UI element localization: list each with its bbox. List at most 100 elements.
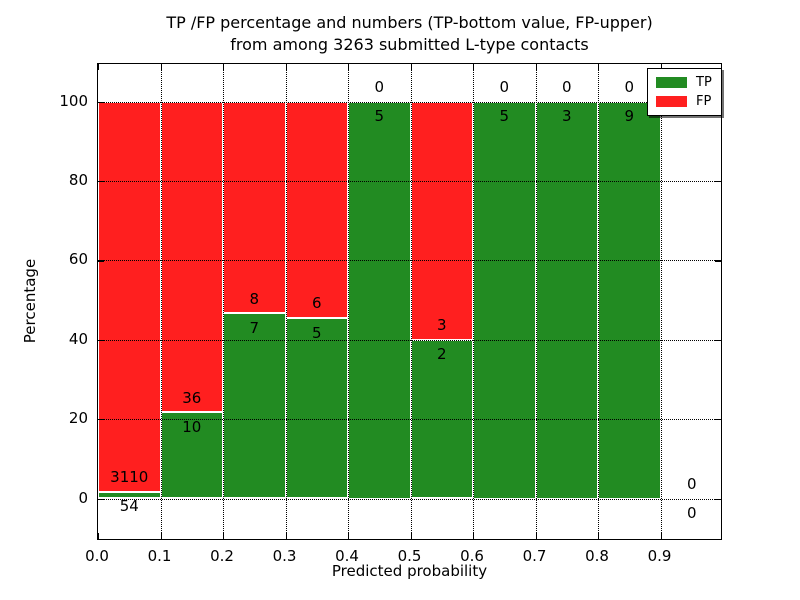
x-tick-mark [410,533,412,539]
tp-count-label: 54 [119,497,139,516]
y-tick-mark-right [715,419,721,421]
fp-bar-segment [410,101,473,340]
x-tick-mark [98,533,100,539]
x-tick-mark [348,533,350,539]
x-tick-mark-top [473,64,475,70]
y-axis-label: Percentage [21,258,39,344]
tp-count-label: 5 [374,107,385,126]
vertical-gridline [473,64,474,539]
y-tick-mark [98,419,104,421]
x-tick-label: 0.9 [647,547,672,565]
x-tick-mark [285,533,287,539]
tp-bar-segment [473,101,536,499]
tp-legend-label: TP [696,75,712,90]
fp-count-label: 3 [436,316,447,334]
x-tick-mark [535,533,537,539]
x-tick-mark-top [285,64,287,70]
horizontal-gridline [98,180,721,182]
fp-bar-segment [98,101,161,492]
vertical-gridline [160,64,162,539]
y-tick-label: 100 [59,91,88,110]
tp-bar-segment [598,101,661,499]
tp-bar-segment [98,491,161,499]
tp-count-label: 10 [182,417,202,436]
x-tick-label: 0.5 [397,547,422,565]
x-tick-mark-top [660,64,662,70]
y-tick-label: 40 [68,329,88,348]
x-tick-mark [473,533,475,539]
fp-count-label: 6 [311,294,322,313]
chart-title-line1: TP /FP percentage and numbers (TP-bottom… [166,13,653,32]
x-tick-label: 0.4 [335,547,359,565]
x-tick-mark [660,533,662,539]
vertical-gridline [598,64,599,539]
x-tick-mark-top [348,64,350,70]
horizontal-gridline [98,101,721,103]
tp-bar-segment [285,318,348,499]
x-tick-label: 0.3 [272,547,297,565]
y-tick-label: 60 [68,250,88,269]
fp-count-label: 0 [624,77,635,96]
y-tick-mark-right [715,498,721,500]
tp-count-label: 5 [499,107,510,126]
horizontal-gridline [98,419,721,421]
vertical-gridline [660,64,662,539]
x-tick-mark-top [410,64,412,70]
vertical-gridline [348,64,349,539]
legend: TP FP [647,68,722,116]
tp-bar-segment [223,313,286,499]
y-tick-mark-right [715,180,721,183]
fp-bar-segment [223,101,286,314]
x-tick-mark-top [223,64,225,70]
y-tick-mark-right [715,339,721,341]
tp-count-label: 3 [561,107,572,126]
fp-legend-swatch [656,96,687,107]
tp-count-label: 0 [686,504,697,523]
y-tick-mark [98,180,104,183]
legend-row-tp: TP [656,76,712,89]
chart-title-line2: from among 3263 submitted L-type contact… [230,35,589,54]
y-tick-label: 0 [78,488,88,507]
y-tick-mark [98,339,104,341]
fp-count-label: 8 [249,289,260,308]
x-tick-mark-top [598,64,600,70]
horizontal-gridline [98,498,721,500]
x-tick-mark-top [535,64,537,70]
tp-bar-segment [535,101,598,499]
tp-count-label: 9 [624,107,635,126]
fp-count-label: 0 [686,474,697,493]
x-tick-label: 0.2 [210,547,234,565]
vertical-gridline [535,64,537,539]
vertical-gridline [223,64,224,539]
x-tick-mark [160,533,162,539]
x-axis-label: Predicted probability [331,562,488,580]
tp-count-label: 7 [249,318,260,337]
chart-title: TP /FP percentage and numbers (TP-bottom… [97,12,722,56]
tp-bar-segment [348,101,411,499]
plot-area: 3110 54 36 10 8 7 6 5 0 5 3 2 0 5 0 3 0 9 0 0 TP FP [97,63,722,540]
legend-row-fp: FP [656,95,712,108]
fp-count-label: 0 [499,77,510,96]
x-tick-label: 0.1 [147,547,172,565]
tp-legend-swatch [656,77,687,88]
fp-bar-segment [160,101,223,413]
x-tick-mark-top [98,64,100,70]
vertical-gridline [410,64,412,539]
y-tick-mark [98,498,104,500]
x-tick-label: 0.8 [585,547,609,565]
fp-count-label: 0 [374,77,385,96]
y-tick-mark-right [715,260,721,262]
x-tick-label: 0.6 [460,547,484,565]
y-tick-mark [98,260,104,262]
fp-count-label: 36 [182,388,202,407]
tp-count-label: 5 [311,323,322,342]
fp-count-label: 0 [561,77,572,96]
tp-count-label: 2 [436,345,447,364]
y-tick-mark [98,101,104,103]
y-tick-label: 20 [68,409,88,428]
fp-count-label: 3110 [110,468,149,487]
fp-bar-segment [285,101,348,319]
tp-bar-segment [410,339,473,499]
horizontal-gridline [98,339,721,341]
